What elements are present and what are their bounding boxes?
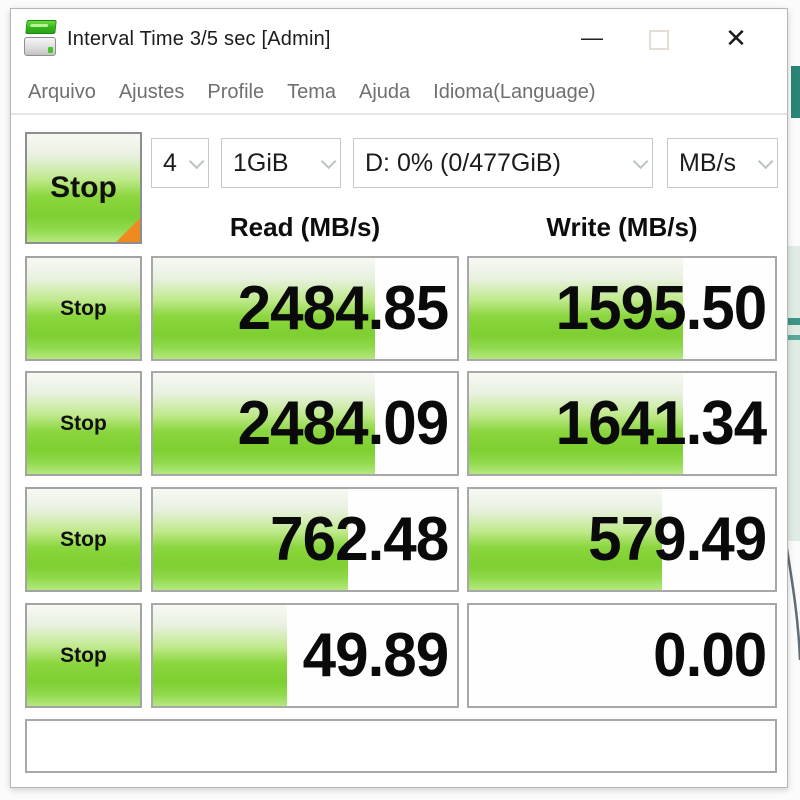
unit-value: MB/s (679, 148, 736, 177)
menu-item-tema[interactable]: Tema (287, 80, 337, 103)
score-fill-bar (153, 258, 375, 359)
score-fill-bar (153, 373, 375, 474)
test-count-value: 4 (163, 148, 177, 177)
background-teal-line (786, 335, 800, 340)
read-value: 762.48 (270, 505, 449, 574)
stop-row-1-button[interactable]: Stop (25, 256, 142, 361)
stop-row-2-button[interactable]: Stop (25, 371, 142, 476)
read-result-cell: 2484.85 (151, 256, 459, 361)
chevron-down-icon (188, 153, 205, 169)
window-controls: — ✕ (575, 23, 775, 59)
write-value: 579.49 (588, 505, 767, 574)
write-value: 1595.50 (555, 274, 768, 343)
read-result-cell: 762.48 (151, 487, 459, 592)
chevron-down-icon (632, 153, 649, 169)
window-title: Interval Time 3/5 sec [Admin] (67, 28, 331, 50)
stop-row-3-button[interactable]: Stop (25, 487, 142, 592)
write-column-header: Write (MB/s) (546, 212, 698, 242)
write-value: 1641.34 (555, 389, 768, 458)
menu-item-profile[interactable]: Profile (207, 80, 265, 103)
score-fill-bar (469, 489, 662, 590)
menu-item-ajustes[interactable]: Ajustes (118, 80, 185, 103)
maximize-button[interactable] (649, 30, 669, 50)
stop-row-4-button[interactable]: Stop (25, 603, 142, 708)
read-value: 2484.85 (237, 274, 450, 343)
read-result-cell: 2484.09 (151, 371, 459, 476)
score-fill-bar (153, 489, 348, 590)
test-size-value: 1GiB (233, 148, 289, 177)
close-button[interactable]: ✕ (725, 23, 747, 53)
stop-all-button[interactable]: Stop (25, 132, 142, 244)
test-count-select[interactable]: 4 (151, 138, 209, 188)
background-teal-line (786, 318, 800, 325)
app-window: Interval Time 3/5 sec [Admin] — ✕ Arquiv… (10, 8, 788, 788)
menu-item-idioma[interactable]: Idioma(Language) (433, 80, 596, 103)
background-teal-block (791, 66, 800, 118)
menu-item-ajuda[interactable]: Ajuda (359, 80, 411, 103)
app-icon-led (48, 47, 53, 53)
title-bar: Interval Time 3/5 sec [Admin] — ✕ (11, 9, 787, 71)
menu-bar: Arquivo Ajustes Profile Tema Ajuda Idiom… (11, 71, 787, 115)
read-value: 49.89 (302, 621, 450, 690)
app-icon-green-bar (25, 20, 57, 34)
read-value: 2484.09 (237, 389, 450, 458)
score-fill-bar (469, 373, 684, 474)
chevron-down-icon (320, 153, 337, 169)
test-size-select[interactable]: 1GiB (221, 138, 341, 188)
read-result-cell: 49.89 (151, 603, 459, 708)
app-icon (24, 18, 58, 60)
stop-all-label: Stop (50, 171, 117, 204)
menu-item-arquivo[interactable]: Arquivo (28, 80, 96, 103)
unit-select[interactable]: MB/s (667, 138, 778, 188)
score-fill-bar (153, 605, 287, 706)
write-result-cell: 1641.34 (467, 371, 777, 476)
chevron-down-icon (757, 153, 774, 169)
target-drive-select[interactable]: D: 0% (0/477GiB) (353, 138, 653, 188)
write-result-cell: 1595.50 (467, 256, 777, 361)
resize-corner-icon (115, 217, 140, 242)
write-result-cell: 0.00 (467, 603, 777, 708)
write-value: 0.00 (653, 621, 767, 690)
write-result-cell: 579.49 (467, 487, 777, 592)
background-strip (786, 246, 800, 541)
status-bar (25, 719, 777, 773)
minimize-button[interactable]: — (581, 25, 603, 50)
target-drive-value: D: 0% (0/477GiB) (365, 148, 561, 177)
read-column-header: Read (MB/s) (229, 212, 381, 242)
app-icon-disk (24, 37, 56, 56)
score-fill-bar (469, 258, 684, 359)
